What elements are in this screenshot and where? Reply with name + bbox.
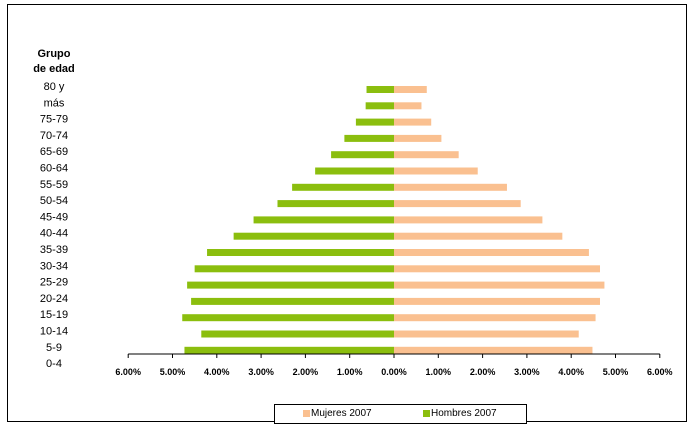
age-label: 45-49 bbox=[40, 211, 68, 223]
bar-women bbox=[394, 216, 543, 224]
legend-label-men: Hombres 2007 bbox=[431, 408, 497, 419]
age-label: 55-59 bbox=[40, 179, 68, 191]
age-label: 40-44 bbox=[40, 228, 68, 240]
x-tick-label: 5.00% bbox=[603, 367, 629, 377]
age-label: 10-14 bbox=[40, 326, 68, 338]
legend: Mujeres 2007 Hombres 2007 bbox=[274, 404, 527, 424]
bar-women bbox=[394, 183, 507, 191]
bar-men bbox=[344, 134, 394, 142]
bar-women bbox=[394, 314, 596, 322]
x-tick-label: 4.00% bbox=[558, 367, 584, 377]
bar-women bbox=[394, 297, 600, 305]
legend-item-women: Mujeres 2007 bbox=[303, 408, 372, 419]
bar-men bbox=[253, 216, 394, 224]
age-label: 5-9 bbox=[46, 342, 62, 354]
bar-men bbox=[191, 297, 394, 305]
bar-men bbox=[233, 232, 394, 240]
x-tick-label: 1.00% bbox=[426, 367, 452, 377]
bar-men bbox=[182, 314, 394, 322]
age-label: 70-74 bbox=[40, 130, 68, 142]
age-label: 65-69 bbox=[40, 146, 68, 158]
bar-men bbox=[292, 183, 394, 191]
age-label: 25-29 bbox=[40, 277, 68, 289]
age-label: 20-24 bbox=[40, 293, 68, 305]
age-label: más bbox=[44, 97, 65, 109]
bar-men bbox=[184, 346, 394, 354]
y-axis-title-line-2: de edad bbox=[33, 63, 75, 75]
age-label: 30-34 bbox=[40, 260, 68, 272]
bar-men bbox=[331, 151, 394, 159]
bar-men bbox=[187, 281, 394, 289]
bar-men bbox=[365, 102, 394, 110]
legend-label-women: Mujeres 2007 bbox=[311, 408, 372, 419]
legend-swatch-women bbox=[303, 410, 310, 417]
bar-women bbox=[394, 281, 605, 289]
bar-men bbox=[366, 86, 394, 93]
bar-men bbox=[201, 330, 394, 338]
age-label: 15-19 bbox=[40, 309, 68, 321]
x-tick-label: 6.00% bbox=[115, 367, 141, 377]
age-label: 80 y bbox=[44, 81, 65, 93]
age-label: 50-54 bbox=[40, 195, 68, 207]
bar-women bbox=[394, 200, 521, 208]
bar-men bbox=[315, 167, 394, 175]
chart-area: Grupo de edad 80 y más 75-79 70-74 65-69 60-6… bbox=[7, 4, 687, 424]
bar-women bbox=[394, 102, 422, 110]
x-tick-label: 2.00% bbox=[470, 367, 496, 377]
legend-swatch-men bbox=[423, 410, 430, 417]
x-tick-label: 5.00% bbox=[160, 367, 186, 377]
bar-women bbox=[394, 118, 432, 126]
age-label: 60-64 bbox=[40, 163, 68, 175]
bar-women bbox=[394, 249, 589, 256]
age-label: 0-4 bbox=[46, 358, 62, 370]
bar-men bbox=[355, 118, 394, 126]
age-label: 35-39 bbox=[40, 244, 68, 256]
legend-item-men: Hombres 2007 bbox=[423, 408, 497, 419]
age-label: 75-79 bbox=[40, 114, 68, 126]
bar-women bbox=[394, 232, 563, 240]
x-tick-label: 1.00% bbox=[337, 367, 363, 377]
y-axis-title-line-1: Grupo bbox=[38, 48, 71, 60]
population-pyramid-chart: Grupo de edad 80 y más 75-79 70-74 65-69 60-6… bbox=[33, 48, 673, 377]
bar-women bbox=[394, 346, 593, 354]
bar-women bbox=[394, 167, 478, 175]
x-tick-label: 6.00% bbox=[647, 367, 673, 377]
bar-men bbox=[194, 265, 394, 273]
bar-men bbox=[277, 200, 394, 208]
bar-women bbox=[394, 151, 459, 159]
bar-women bbox=[394, 330, 579, 338]
bar-men bbox=[207, 249, 394, 256]
x-tick-label: 3.00% bbox=[248, 367, 274, 377]
x-tick-label: 2.00% bbox=[293, 367, 319, 377]
x-tick-label: 4.00% bbox=[204, 367, 230, 377]
bar-women bbox=[394, 265, 600, 273]
bar-women bbox=[394, 86, 427, 93]
x-tick-label: 3.00% bbox=[514, 367, 540, 377]
x-tick-label: 0.00% bbox=[381, 367, 407, 377]
bar-women bbox=[394, 134, 442, 142]
